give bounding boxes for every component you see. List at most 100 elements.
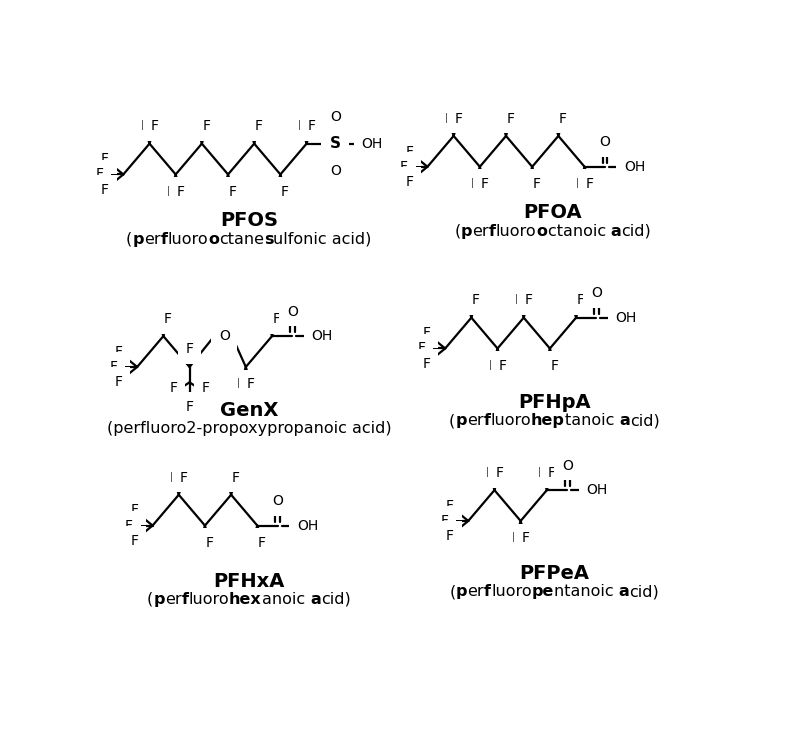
Text: a: a xyxy=(619,413,630,429)
Text: luoro: luoro xyxy=(496,224,537,239)
Text: O: O xyxy=(591,286,602,300)
Text: o: o xyxy=(537,224,548,239)
Text: F: F xyxy=(507,112,515,126)
Text: O: O xyxy=(562,459,573,473)
Text: O: O xyxy=(330,110,341,123)
Text: F: F xyxy=(219,184,227,198)
Text: F: F xyxy=(176,184,185,198)
Text: F: F xyxy=(446,529,454,543)
Text: F: F xyxy=(538,466,546,480)
Text: F: F xyxy=(548,466,556,480)
Text: F: F xyxy=(96,168,104,182)
Text: F: F xyxy=(229,184,237,198)
Text: F: F xyxy=(498,359,506,373)
Text: F: F xyxy=(141,119,149,133)
Text: F: F xyxy=(101,152,109,166)
Text: F: F xyxy=(577,293,585,307)
Text: F: F xyxy=(446,499,454,513)
Text: F: F xyxy=(232,470,240,484)
Text: a: a xyxy=(619,584,630,599)
Text: F: F xyxy=(472,293,480,307)
Text: F: F xyxy=(307,119,315,133)
Text: f: f xyxy=(483,413,490,429)
Text: F: F xyxy=(248,536,256,550)
Text: (: ( xyxy=(450,584,456,599)
Text: GenX: GenX xyxy=(219,401,278,420)
Text: F: F xyxy=(417,342,425,356)
Text: F: F xyxy=(281,184,289,198)
Text: F: F xyxy=(298,119,306,133)
Text: F: F xyxy=(155,312,163,326)
Text: F: F xyxy=(441,514,449,528)
Text: er: er xyxy=(467,413,483,429)
Text: tanoic: tanoic xyxy=(565,413,619,429)
Text: p: p xyxy=(461,224,472,239)
Text: F: F xyxy=(486,466,494,480)
Text: anoic: anoic xyxy=(262,592,310,607)
Text: O: O xyxy=(272,494,283,508)
Text: F: F xyxy=(206,536,214,550)
Text: F: F xyxy=(185,400,193,414)
Text: O: O xyxy=(219,329,230,343)
Text: F: F xyxy=(480,177,489,191)
Text: OH: OH xyxy=(615,311,637,325)
Text: F: F xyxy=(542,359,549,373)
Text: O: O xyxy=(600,135,611,149)
Text: PFHpA: PFHpA xyxy=(518,393,591,412)
Text: f: f xyxy=(160,232,167,247)
Text: F: F xyxy=(203,119,211,133)
Text: hep: hep xyxy=(531,413,565,429)
Text: F: F xyxy=(258,536,266,550)
Text: O: O xyxy=(287,304,298,318)
Text: F: F xyxy=(185,343,193,356)
Text: f: f xyxy=(484,584,491,599)
Text: S: S xyxy=(330,136,341,151)
Text: F: F xyxy=(405,175,413,189)
Text: F: F xyxy=(400,159,408,173)
Text: F: F xyxy=(169,381,178,395)
Text: F: F xyxy=(533,177,541,191)
Text: F: F xyxy=(170,470,178,484)
Text: F: F xyxy=(523,177,531,191)
Text: F: F xyxy=(515,293,523,307)
Text: pe: pe xyxy=(531,584,554,599)
Text: (: ( xyxy=(449,413,455,429)
Text: F: F xyxy=(512,531,520,545)
Text: F: F xyxy=(445,112,453,126)
Text: OH: OH xyxy=(311,329,332,343)
Text: a: a xyxy=(310,592,321,607)
Text: F: F xyxy=(167,184,175,198)
Text: F: F xyxy=(164,312,172,326)
Text: er: er xyxy=(144,232,160,247)
Text: er: er xyxy=(472,224,489,239)
Text: er: er xyxy=(165,592,182,607)
Text: F: F xyxy=(405,145,413,159)
Text: cid): cid) xyxy=(622,224,652,239)
Text: O: O xyxy=(330,164,341,178)
Text: F: F xyxy=(125,519,133,533)
Text: luoro: luoro xyxy=(167,232,208,247)
Text: F: F xyxy=(130,534,138,548)
Text: p: p xyxy=(456,584,468,599)
Text: PFHxA: PFHxA xyxy=(213,572,285,590)
Text: ctane: ctane xyxy=(219,232,264,247)
Text: F: F xyxy=(245,119,254,133)
Text: F: F xyxy=(237,377,245,391)
Text: cid): cid) xyxy=(321,592,351,607)
Text: OH: OH xyxy=(362,137,383,151)
Text: (: ( xyxy=(454,224,461,239)
Text: PFPeA: PFPeA xyxy=(520,564,590,583)
Text: F: F xyxy=(463,293,471,307)
Text: F: F xyxy=(222,470,230,484)
Text: s: s xyxy=(264,232,274,247)
Text: PFOS: PFOS xyxy=(220,211,277,230)
Text: F: F xyxy=(576,177,584,191)
Text: f: f xyxy=(182,592,189,607)
Text: a: a xyxy=(611,224,622,239)
Text: ctanoic: ctanoic xyxy=(548,224,611,239)
Text: F: F xyxy=(115,345,123,359)
Text: F: F xyxy=(471,177,479,191)
Text: p: p xyxy=(455,413,467,429)
Text: F: F xyxy=(586,177,593,191)
Text: F: F xyxy=(247,377,255,391)
